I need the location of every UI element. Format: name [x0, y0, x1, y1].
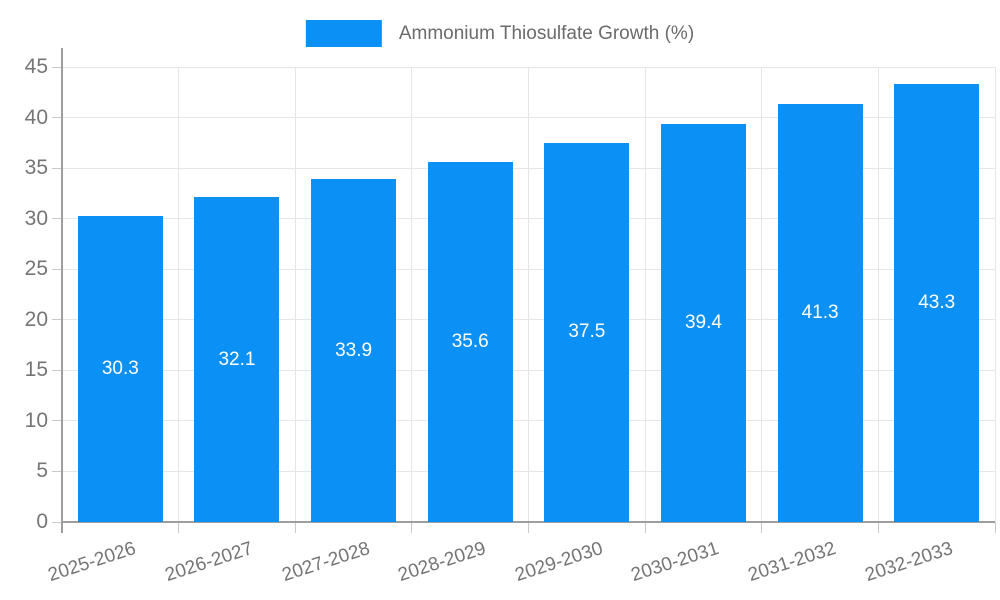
x-axis-tick: [411, 522, 413, 533]
v-gridline: [644, 67, 646, 522]
x-tick-label: 2026-2027: [162, 538, 256, 587]
bar-value-label: 43.3: [918, 292, 956, 314]
y-axis-tick: [52, 319, 62, 321]
v-gridline: [877, 67, 879, 522]
legend-item[interactable]: Ammonium Thiosulfate Growth (%): [305, 20, 695, 47]
x-tick-label: 2031-2032: [745, 538, 839, 587]
y-tick-label: 10: [24, 408, 48, 432]
bar-value-label: 32.1: [218, 348, 256, 370]
legend-label: Ammonium Thiosulfate Growth (%): [398, 23, 695, 44]
legend-swatch: [305, 20, 382, 47]
x-axis-line: [62, 521, 995, 523]
y-tick-label: 20: [24, 307, 48, 331]
y-axis-tick: [52, 369, 62, 371]
y-tick-label: 0: [36, 510, 48, 533]
y-tick-label: 30: [24, 206, 48, 230]
bar-value-label: 39.4: [684, 311, 722, 333]
v-gridline: [411, 67, 413, 522]
bar: [544, 142, 630, 522]
y-tick-label: 15: [24, 358, 48, 382]
x-axis-tick: [644, 522, 646, 533]
x-tick-label: 2027-2028: [279, 538, 373, 587]
y-tick-label: 40: [24, 105, 48, 129]
y-tick-label: 5: [36, 459, 48, 483]
x-axis-tick: [528, 522, 529, 533]
v-gridline: [528, 67, 529, 522]
bar: [194, 197, 280, 522]
bar: [894, 84, 980, 522]
y-tick-label: 35: [24, 156, 48, 180]
y-axis-tick: [52, 521, 62, 523]
x-tick-label: 2032-2033: [862, 538, 956, 587]
bar: [427, 162, 513, 522]
x-axis-tick: [294, 522, 296, 533]
bar: [777, 104, 863, 522]
bar-value-label: 30.3: [101, 357, 139, 379]
y-tick-label: 25: [24, 257, 48, 281]
y-axis-tick: [52, 117, 62, 119]
v-gridline: [761, 67, 763, 522]
y-axis-tick: [52, 66, 62, 68]
v-gridline: [994, 67, 996, 522]
x-axis-tick: [877, 522, 879, 533]
bar-value-label: 41.3: [801, 302, 839, 324]
y-axis-tick: [52, 420, 62, 422]
bar: [77, 215, 163, 522]
x-axis-tick: [178, 522, 180, 533]
x-tick-label: 2028-2029: [395, 538, 489, 587]
y-axis-tick: [52, 470, 62, 472]
bar: [311, 179, 397, 522]
v-gridline: [178, 67, 180, 522]
y-tick-label: 45: [24, 55, 48, 78]
y-axis-tick: [52, 268, 62, 270]
y-axis-line: [61, 48, 63, 533]
y-axis-tick: [52, 167, 62, 169]
y-axis-tick: [52, 218, 62, 220]
bar-value-label: 33.9: [335, 339, 373, 361]
x-axis-tick: [994, 522, 996, 533]
bar-value-label: 35.6: [451, 331, 489, 353]
bar-value-label: 37.5: [568, 321, 606, 343]
x-axis-tick: [761, 522, 763, 533]
x-tick-label: 2029-2030: [512, 538, 606, 587]
bar: [660, 123, 746, 522]
x-tick-label: 2030-2031: [629, 538, 722, 587]
x-tick-label: 2025-2026: [45, 538, 139, 587]
v-gridline: [294, 67, 296, 522]
